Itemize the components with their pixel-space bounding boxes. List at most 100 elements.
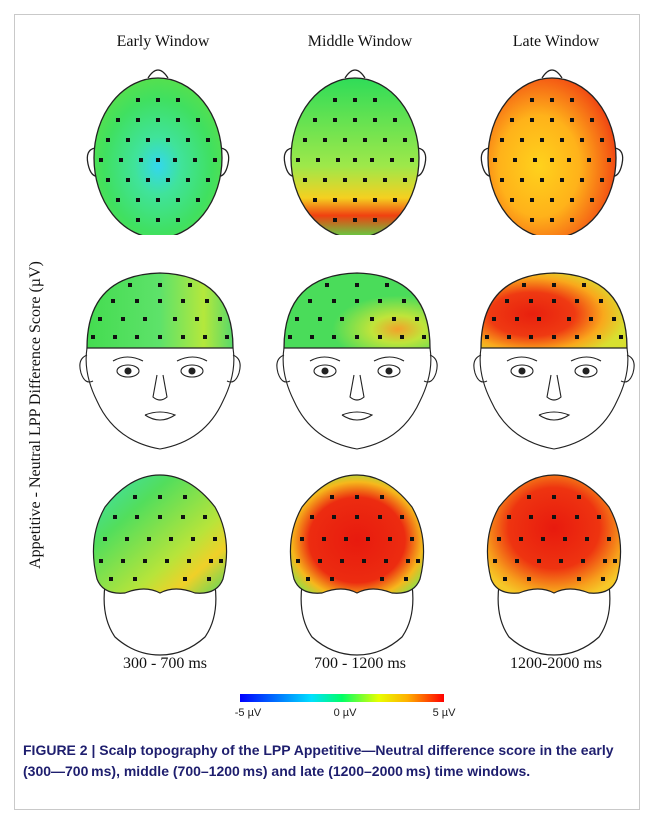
electrode-marker: [156, 158, 160, 162]
electrode-marker: [183, 495, 187, 499]
electrode-marker: [133, 577, 137, 581]
electrode-marker: [575, 515, 579, 519]
electrode-marker: [507, 335, 511, 339]
electrode-marker: [416, 559, 420, 563]
electrode-marker: [580, 138, 584, 142]
electrode-marker: [355, 335, 359, 339]
electrode-marker: [402, 299, 406, 303]
electrode-marker: [156, 218, 160, 222]
electrode-marker: [577, 495, 581, 499]
electrode-marker: [587, 158, 591, 162]
electrode-marker: [590, 118, 594, 122]
electrode-marker: [505, 299, 509, 303]
electrode-marker: [497, 537, 501, 541]
electrode-marker: [355, 283, 359, 287]
electrode-marker: [370, 158, 374, 162]
scalp-map-early-front: [79, 272, 241, 450]
electrode-marker: [492, 317, 496, 321]
electrode-marker: [400, 515, 404, 519]
electrode-marker: [206, 178, 210, 182]
electrode-marker: [158, 495, 162, 499]
electrode-marker: [385, 283, 389, 287]
electrode-marker: [156, 98, 160, 102]
electrode-marker: [527, 577, 531, 581]
electrode-marker: [126, 138, 130, 142]
electrode-marker: [313, 118, 317, 122]
electrode-marker: [158, 283, 162, 287]
electrode-marker: [373, 98, 377, 102]
electrode-marker: [318, 317, 322, 321]
electrode-marker: [515, 559, 519, 563]
electrode-marker: [213, 158, 217, 162]
electrode-marker: [322, 537, 326, 541]
electrode-marker: [136, 98, 140, 102]
electrode-marker: [187, 559, 191, 563]
electrode-marker: [295, 317, 299, 321]
electrode-marker: [186, 138, 190, 142]
electrode-marker: [400, 335, 404, 339]
column-title-late: Late Window: [512, 33, 600, 50]
electrode-marker: [373, 218, 377, 222]
electrode-marker: [520, 138, 524, 142]
electrode-marker: [330, 577, 334, 581]
electrode-marker: [590, 198, 594, 202]
electrode-marker: [98, 317, 102, 321]
electrode-marker: [403, 178, 407, 182]
electrode-marker: [404, 577, 408, 581]
colorbar-mid-label: 0 µV: [333, 707, 357, 719]
electrode-marker: [355, 299, 359, 303]
electrode-marker: [366, 537, 370, 541]
electrode-marker: [333, 118, 337, 122]
time-label-early: 300 - 700 ms: [123, 655, 207, 672]
electrode-marker: [537, 559, 541, 563]
electrode-marker: [410, 537, 414, 541]
electrode-marker: [158, 515, 162, 519]
electrode-marker: [363, 138, 367, 142]
time-label-late: 1200-2000 ms: [510, 655, 602, 672]
electrode-marker: [515, 317, 519, 321]
electrode-marker: [316, 158, 320, 162]
electrode-marker: [600, 138, 604, 142]
electrode-marker: [422, 335, 426, 339]
electrode-marker: [378, 515, 382, 519]
electrode-marker: [392, 317, 396, 321]
electrode-marker: [552, 335, 556, 339]
electrode-marker: [176, 198, 180, 202]
electrode-marker: [560, 138, 564, 142]
electrode-marker: [195, 317, 199, 321]
scalp-map-late-back: [486, 474, 622, 656]
electrode-marker: [323, 178, 327, 182]
electrode-marker: [493, 559, 497, 563]
electrode-marker: [540, 178, 544, 182]
electrode-marker: [91, 335, 95, 339]
electrode-marker: [580, 178, 584, 182]
electrode-marker: [540, 138, 544, 142]
electrode-marker: [126, 178, 130, 182]
electrode-marker: [176, 98, 180, 102]
electrode-marker: [136, 218, 140, 222]
electrode-marker: [529, 515, 533, 519]
scalp-map-early-back: [92, 474, 228, 656]
electrode-marker: [156, 198, 160, 202]
electrode-marker: [99, 158, 103, 162]
scalp-map-late-top: [480, 69, 624, 235]
electrode-marker: [296, 559, 300, 563]
electrode-marker: [146, 138, 150, 142]
electrode-marker: [109, 577, 113, 581]
electrode-marker: [485, 335, 489, 339]
electrode-marker: [519, 537, 523, 541]
electrode-marker: [188, 283, 192, 287]
electrode-marker: [589, 317, 593, 321]
electrode-marker: [552, 299, 556, 303]
electrode-marker: [343, 178, 347, 182]
electrode-marker: [393, 118, 397, 122]
electrode-marker: [597, 515, 601, 519]
electrode-marker: [552, 283, 556, 287]
electrode-marker: [603, 559, 607, 563]
electrode-marker: [139, 158, 143, 162]
electrode-marker: [550, 198, 554, 202]
electrode-marker: [353, 218, 357, 222]
electrode-marker: [577, 577, 581, 581]
electrode-marker: [166, 138, 170, 142]
electrode-marker: [147, 537, 151, 541]
